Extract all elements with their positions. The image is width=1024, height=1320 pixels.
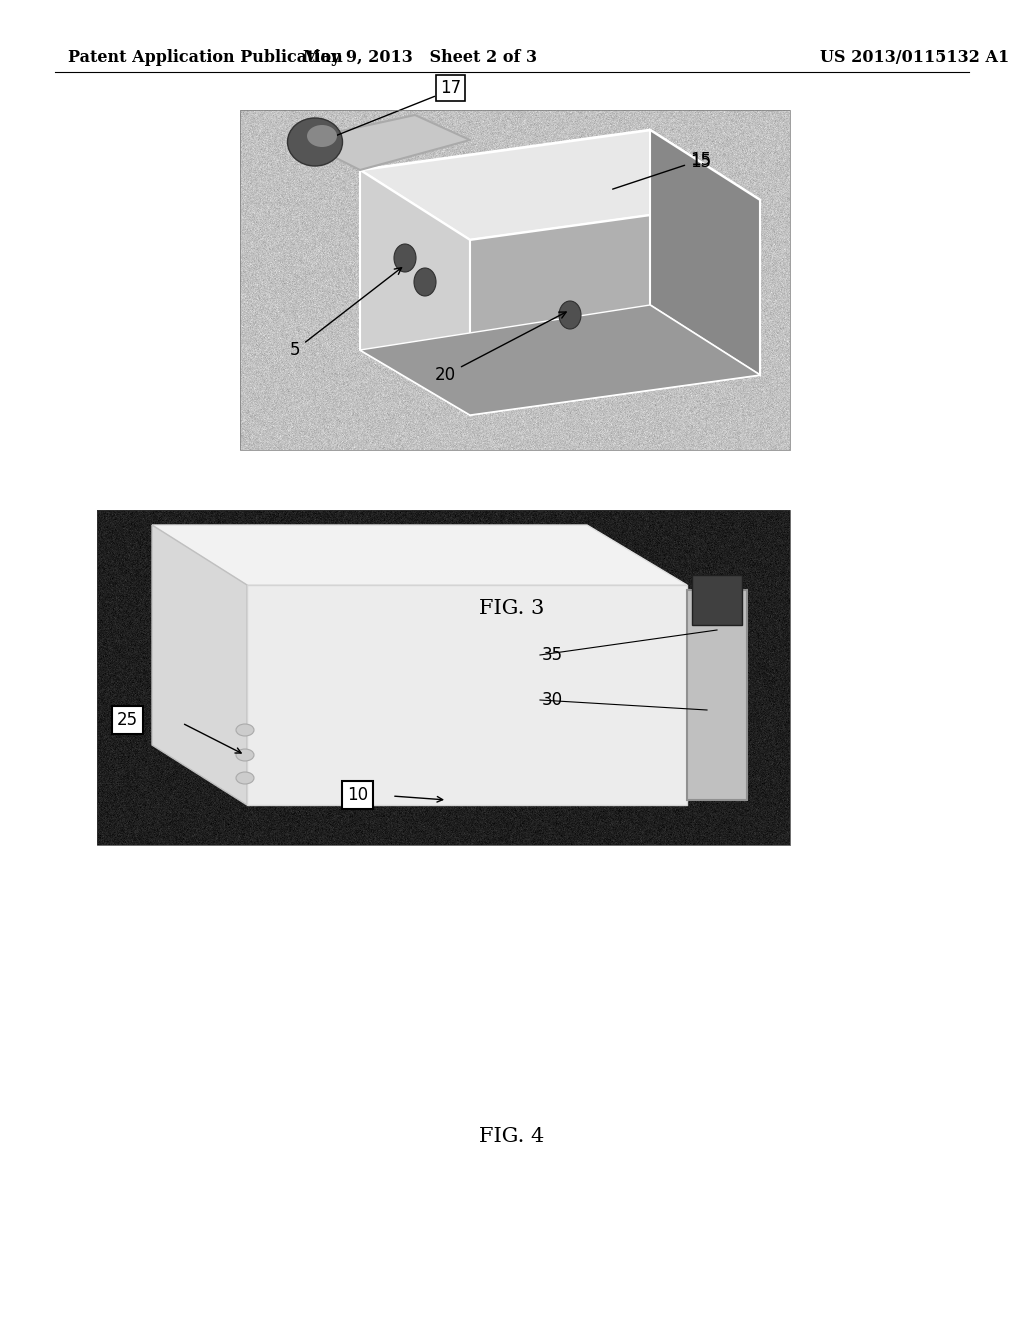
Ellipse shape — [236, 748, 254, 762]
Ellipse shape — [394, 244, 416, 272]
Ellipse shape — [236, 772, 254, 784]
Text: 30: 30 — [542, 690, 563, 709]
Bar — [97, 510, 790, 845]
Polygon shape — [360, 170, 470, 414]
Polygon shape — [687, 590, 746, 800]
Ellipse shape — [288, 117, 342, 166]
Polygon shape — [152, 525, 247, 805]
Ellipse shape — [559, 301, 581, 329]
Polygon shape — [152, 525, 687, 585]
Text: 15: 15 — [690, 153, 711, 172]
Text: 25: 25 — [117, 711, 138, 729]
Text: 20: 20 — [435, 312, 566, 384]
Text: 5: 5 — [290, 268, 401, 359]
Text: 17: 17 — [328, 81, 461, 139]
Text: US 2013/0115132 A1: US 2013/0115132 A1 — [820, 49, 1010, 66]
Text: 15: 15 — [612, 150, 711, 189]
Text: Patent Application Publication: Patent Application Publication — [68, 49, 343, 66]
Text: 35: 35 — [542, 645, 563, 664]
Polygon shape — [360, 305, 760, 414]
Ellipse shape — [307, 125, 337, 147]
Text: May 9, 2013   Sheet 2 of 3: May 9, 2013 Sheet 2 of 3 — [303, 49, 537, 66]
Bar — [240, 110, 790, 450]
Polygon shape — [360, 129, 760, 240]
Polygon shape — [650, 129, 760, 375]
Polygon shape — [247, 585, 687, 805]
Ellipse shape — [236, 723, 254, 737]
Polygon shape — [470, 201, 760, 414]
Polygon shape — [300, 115, 470, 170]
Text: 10: 10 — [347, 785, 368, 804]
Text: 17: 17 — [440, 79, 461, 96]
Bar — [692, 576, 742, 624]
Text: FIG. 3: FIG. 3 — [479, 599, 545, 619]
Text: FIG. 4: FIG. 4 — [479, 1127, 545, 1147]
Ellipse shape — [414, 268, 436, 296]
